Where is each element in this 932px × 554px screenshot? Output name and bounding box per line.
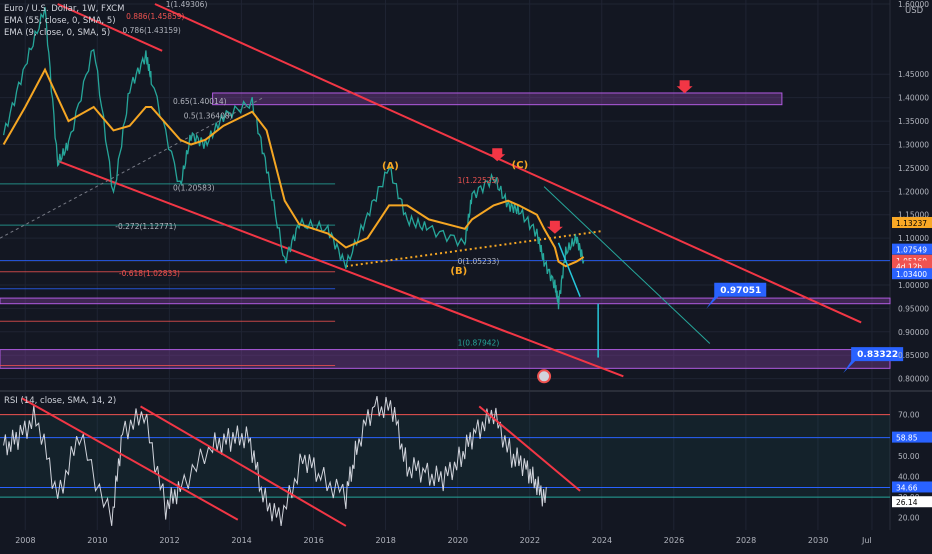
rsi-tick: 70.00	[898, 411, 920, 420]
rsi-tag	[892, 481, 932, 493]
time-tick: 2024	[592, 536, 612, 545]
wave-label: (B)	[450, 266, 467, 277]
price-tick: 0.95000	[898, 304, 929, 313]
time-tick: 2014	[231, 536, 251, 545]
price-tag-text: 4d 12h	[896, 262, 922, 271]
chart-header-title: Euro / U.S. Dollar, 1W, FXCM	[4, 4, 124, 14]
fib-label: 1(1.22525)	[458, 176, 500, 185]
price-tick: 1.15000	[898, 211, 929, 220]
price-tag	[892, 254, 932, 266]
down-arrow-icon	[489, 148, 506, 162]
horizontal-levels	[0, 183, 890, 367]
rsi-tick: 40.00	[898, 472, 920, 481]
time-tick: 2012	[159, 536, 179, 545]
price-tick: 1.35000	[898, 117, 929, 126]
price-tick: 1.45000	[898, 70, 929, 79]
price-callout	[843, 347, 904, 374]
rsi-tag	[892, 431, 932, 443]
fib-label: 0(1.20583)	[173, 184, 215, 193]
fib-label: 0.786(1.43159)	[123, 26, 181, 35]
fib-label: -0.272(1.12771)	[115, 222, 176, 231]
legend-rsi: RSI (14, close, SMA, 14, 2)	[4, 396, 116, 406]
time-tick: 2016	[303, 536, 323, 545]
price-tick: 0.85000	[898, 351, 929, 360]
time-tick: Jul	[861, 536, 872, 545]
channel-line	[57, 3, 163, 52]
channel-line	[57, 159, 624, 378]
annotations: 1(1.49306) 0.886(1.45859) 0.786(1.43159) 0.…	[115, 0, 904, 384]
time-tick: 2008	[15, 536, 35, 545]
zone-band	[0, 297, 891, 305]
down-arrow-icon	[546, 220, 563, 234]
axes: 1.60000 1.45000 1.40000 1.35000 1.30000 1.250…	[15, 0, 932, 545]
time-tick: 2030	[808, 536, 828, 545]
price-callout-text: 0.83322	[857, 350, 898, 360]
channel-lines	[0, 3, 862, 378]
price-tick: 1.30000	[898, 140, 929, 149]
price-tag-text: 1.03400	[896, 270, 927, 279]
price-tag	[892, 260, 932, 272]
projection-arrow	[557, 242, 581, 297]
grid-lines	[0, 0, 932, 530]
currency-label: USD	[905, 6, 924, 16]
price-axis-unit: USD	[905, 6, 924, 16]
wave-label: (C)	[512, 160, 528, 171]
legend-ema9: EMA (9, close, 0, SMA, 5)	[4, 28, 110, 38]
rsi-tag-text: 26.14	[896, 498, 918, 507]
rsi-panel	[0, 395, 890, 527]
price-callout	[706, 282, 767, 309]
time-tick: 2018	[376, 536, 396, 545]
price-tag-text: 1.13237	[896, 219, 927, 228]
price-tag	[892, 243, 932, 255]
projection-arrow	[543, 186, 711, 344]
time-tick: 2028	[736, 536, 756, 545]
time-tick: 2026	[664, 536, 684, 545]
down-arrow-icon	[676, 80, 693, 94]
price-tag	[892, 268, 932, 280]
rsi-tick: 50.00	[898, 452, 920, 461]
price-tick: 0.80000	[898, 375, 929, 384]
rsi-tag-text: 34.66	[896, 483, 918, 492]
price-callout-text: 0.97051	[720, 286, 761, 296]
flag-icon	[537, 369, 552, 384]
ema-line	[2, 67, 585, 268]
wave-label: (A)	[382, 161, 399, 172]
fib-label: 0.5(1.36408)	[184, 111, 233, 120]
price-tag-text: 1.07549	[896, 246, 927, 255]
time-tick: 2010	[87, 536, 107, 545]
rsi-tick: 20.00	[898, 514, 920, 523]
fib-label: 0(1.05233)	[458, 257, 500, 266]
legend-ema55: EMA (55, close, 0, SMA, 5)	[4, 16, 116, 26]
price-tick: 1.00000	[898, 281, 929, 290]
fib-label: 0.886(1.45859)	[126, 12, 184, 21]
price-tick: 1.60000	[898, 0, 929, 9]
price-series	[2, 6, 585, 310]
price-tag	[892, 216, 932, 228]
legend: Euro / U.S. Dollar, 1W, FXCM EMA (55, cl…	[4, 4, 124, 406]
price-tick: 0.90000	[898, 328, 929, 337]
price-tick: 1.20000	[898, 187, 929, 196]
price-tick: 1.40000	[898, 94, 929, 103]
price-tick: 1.25000	[898, 164, 929, 173]
fib-label: 1(1.49306)	[166, 0, 208, 9]
price-tick: 1.10000	[898, 234, 929, 243]
rsi-trendline	[21, 397, 239, 521]
channel-line	[154, 3, 862, 324]
time-tick: 2020	[448, 536, 468, 545]
fib-label: 0.65(1.40014)	[173, 97, 227, 106]
zone-band	[212, 92, 783, 106]
dotted-trendline	[345, 230, 602, 268]
rsi-tag-text: 58.85	[896, 434, 918, 443]
rsi-line	[3, 395, 547, 526]
time-tick: 2022	[520, 536, 540, 545]
rsi-trendline	[140, 405, 347, 527]
rsi-trendline	[478, 405, 581, 492]
fib-label: -0.618(1.02833)	[119, 269, 180, 278]
fib-label: 1(0.87942)	[458, 339, 500, 348]
rsi-tag	[892, 496, 932, 508]
fib-diagonal	[0, 97, 264, 239]
